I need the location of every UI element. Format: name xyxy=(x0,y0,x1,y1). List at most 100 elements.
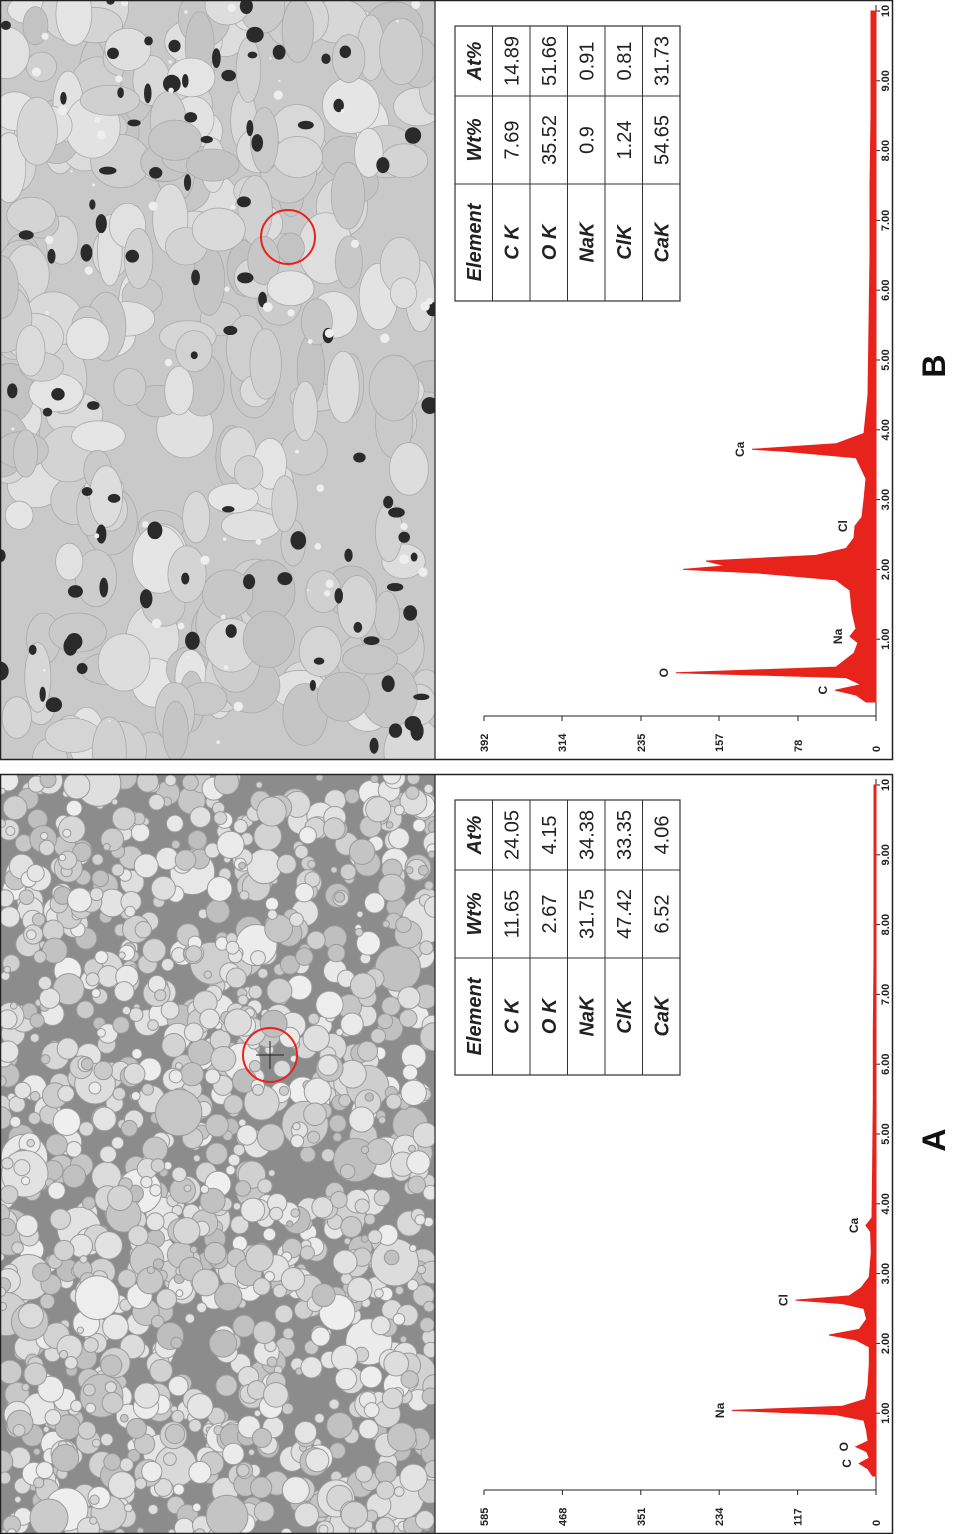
grain xyxy=(98,634,150,691)
grain xyxy=(94,1061,112,1079)
grain xyxy=(45,1410,61,1426)
grain xyxy=(382,997,401,1016)
grain xyxy=(234,820,248,834)
grain xyxy=(428,851,435,858)
grain xyxy=(71,1400,82,1411)
grain xyxy=(161,958,173,970)
grain xyxy=(172,1410,184,1422)
grain xyxy=(216,1375,237,1396)
particle xyxy=(287,309,294,316)
pore xyxy=(19,230,34,239)
grain xyxy=(56,543,83,580)
grain xyxy=(10,1002,17,1009)
table-cell: CaK xyxy=(651,995,673,1037)
grain xyxy=(400,1464,427,1491)
pore xyxy=(182,74,189,88)
pore xyxy=(191,351,198,359)
grain xyxy=(78,1422,96,1440)
grain xyxy=(77,1327,83,1333)
grain xyxy=(250,329,281,399)
pore xyxy=(246,120,253,136)
particle xyxy=(200,556,209,565)
grain xyxy=(331,867,337,873)
grain xyxy=(243,611,294,667)
grain xyxy=(260,1010,287,1037)
grain xyxy=(15,1496,22,1503)
grain xyxy=(424,1301,435,1312)
grain xyxy=(224,1009,251,1036)
grain xyxy=(105,1382,116,1393)
pore xyxy=(273,45,286,60)
grain xyxy=(361,1235,368,1242)
grain xyxy=(336,1029,343,1036)
grain xyxy=(295,883,314,902)
grain xyxy=(183,492,210,543)
pore xyxy=(82,487,93,496)
grain xyxy=(83,1384,95,1396)
grain xyxy=(207,877,232,902)
grain xyxy=(34,1448,41,1455)
grain xyxy=(59,1350,67,1358)
grain xyxy=(128,1226,148,1246)
grain xyxy=(251,951,266,966)
grain xyxy=(401,1080,426,1105)
grain xyxy=(265,915,293,943)
pore xyxy=(340,46,351,59)
x-tick-label: 5.00 xyxy=(880,349,892,370)
grain xyxy=(184,1023,203,1042)
particle xyxy=(85,266,93,274)
peak-label: Cl xyxy=(836,520,850,532)
x-tick-label: 5.00 xyxy=(880,1123,892,1144)
grain xyxy=(142,1461,162,1481)
grain xyxy=(335,892,345,902)
grain xyxy=(40,832,47,839)
y-tick-label: 78 xyxy=(793,740,805,752)
grain xyxy=(335,1368,356,1389)
grain xyxy=(403,1065,418,1080)
pore xyxy=(321,54,330,64)
particle xyxy=(223,537,227,541)
grain xyxy=(13,1425,25,1437)
pore xyxy=(334,588,343,603)
grain xyxy=(114,982,134,1002)
grain xyxy=(379,1117,386,1124)
grain xyxy=(59,816,86,843)
grain xyxy=(417,1266,425,1274)
grain xyxy=(311,1327,330,1346)
grain xyxy=(366,797,391,822)
grain xyxy=(237,1125,257,1145)
pore xyxy=(87,401,100,410)
particle xyxy=(187,656,189,658)
pore xyxy=(43,408,52,417)
grain xyxy=(206,1495,248,1534)
grain xyxy=(240,891,249,900)
grain xyxy=(279,1086,288,1095)
particle xyxy=(152,619,161,628)
grain xyxy=(187,1394,213,1420)
particle xyxy=(216,740,220,744)
particle xyxy=(231,205,236,210)
pore xyxy=(125,250,139,263)
grain xyxy=(413,1123,438,1148)
pore xyxy=(251,134,263,152)
grain xyxy=(173,1218,200,1245)
grain xyxy=(22,1383,29,1390)
grain xyxy=(155,990,166,1001)
grain xyxy=(147,1267,154,1274)
grain xyxy=(124,1063,145,1084)
y-tick-label: 235 xyxy=(636,734,648,752)
grain xyxy=(407,1151,430,1174)
particle xyxy=(418,568,427,577)
particle xyxy=(142,521,149,528)
pore xyxy=(51,388,64,400)
grain xyxy=(43,1426,49,1432)
particle xyxy=(32,67,41,76)
table-cell: CaK xyxy=(651,221,673,263)
grain xyxy=(359,1419,378,1438)
table-cell: 4.06 xyxy=(651,816,673,855)
pore xyxy=(68,585,83,598)
particle xyxy=(278,80,280,82)
grain xyxy=(172,1167,186,1181)
pore xyxy=(222,506,234,512)
y-tick-label: 468 xyxy=(557,1508,569,1526)
